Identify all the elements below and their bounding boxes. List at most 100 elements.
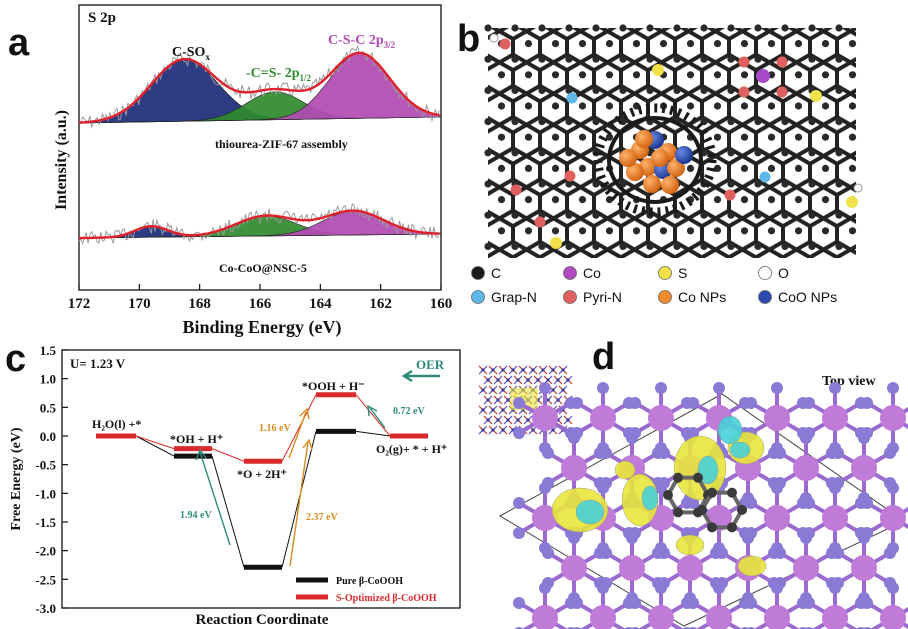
- o-site: [568, 432, 580, 444]
- carbon-atom: [578, 71, 587, 79]
- legend-label-sopt: S-Optimized β-CoOOH: [336, 593, 437, 604]
- c-atom: [663, 490, 673, 500]
- o-site: [539, 482, 551, 494]
- carbon-atom: [484, 24, 492, 32]
- co-site: [561, 455, 587, 481]
- peak-label-cs-double-text: -C=S- 2p: [246, 66, 300, 81]
- carbon-atom: [578, 196, 587, 204]
- carbon-atom: [538, 242, 546, 250]
- peak-label-csc-sub: 3/2: [384, 40, 396, 50]
- nanoparticle-cluster: [619, 130, 693, 194]
- carbon-atom: [821, 40, 830, 48]
- carbon-atom: [686, 164, 695, 172]
- co-site: [532, 505, 558, 531]
- legend-b: C Co S O Grap-N Pyri-N Co NPs CoO NPs: [471, 265, 837, 305]
- inset-atom: [501, 388, 505, 392]
- carbon-atom: [619, 24, 627, 32]
- inset-atom: [546, 398, 550, 402]
- carbon-atom: [740, 40, 749, 48]
- state-label: *O + 2H⁺: [237, 467, 287, 481]
- y-tick-label-c: 1.5: [40, 343, 57, 358]
- co-site: [648, 605, 674, 629]
- carbon-atom: [511, 149, 519, 157]
- carbon-atom: [767, 227, 776, 235]
- iso-surface-negative: [575, 499, 605, 525]
- iso-surface-positive: [675, 534, 705, 556]
- o-site: [774, 447, 787, 459]
- grap-n-atom: [759, 171, 771, 183]
- legend-label-b: S: [678, 265, 687, 281]
- carbon-atom: [754, 118, 762, 126]
- step-arrow: [288, 407, 310, 459]
- co-site: [880, 405, 906, 431]
- carbon-atom: [605, 71, 614, 79]
- o-site: [629, 397, 642, 409]
- x-axis-label-c: Reaction Coordinate: [196, 612, 329, 628]
- carbon-atom: [700, 211, 708, 219]
- co-site: [764, 405, 790, 431]
- peak-label-cso: C-SOx: [172, 45, 210, 62]
- co-np: [635, 130, 653, 148]
- inset-atom: [501, 428, 505, 432]
- carbon-atom: [700, 118, 708, 126]
- carbon-atom: [848, 40, 857, 48]
- y-tick-label-c: 1.0: [40, 372, 56, 387]
- carbon-atom: [754, 180, 762, 188]
- pyri-n-atom: [776, 56, 788, 68]
- carbon-atom: [605, 102, 614, 110]
- c-atom: [673, 507, 683, 518]
- carbon-atom: [781, 149, 789, 157]
- y-axis-label-a: Intensity (a.u.): [53, 110, 70, 210]
- carbon-atom: [578, 40, 587, 48]
- carbon-atom: [835, 118, 843, 126]
- carbon-atom: [727, 24, 735, 32]
- carbon-atom: [835, 86, 843, 94]
- carbon-atom: [713, 102, 722, 110]
- carbon-atom: [646, 55, 654, 63]
- o-site: [687, 597, 700, 609]
- x-tick-label-a: 168: [188, 296, 211, 312]
- carbon-atom: [565, 24, 573, 32]
- s-atom: [846, 196, 858, 208]
- o-site: [887, 382, 899, 394]
- o-site: [597, 582, 609, 594]
- inset-atom: [551, 428, 555, 432]
- carbon-atom: [794, 40, 803, 48]
- graphene-sheet: [488, 28, 856, 258]
- peak-label-csc: C-S-C 2p3/2: [328, 33, 396, 50]
- o-site: [513, 597, 526, 609]
- carbon-atom: [524, 196, 533, 204]
- raw-spectrum: [78, 44, 440, 129]
- carbon-atom: [619, 86, 627, 94]
- carbon-atom: [551, 71, 560, 79]
- iso-surface-negative: [729, 441, 751, 459]
- fit-envelope: [79, 209, 440, 240]
- inset-atom: [566, 378, 570, 382]
- x-tick-label-a: 162: [369, 296, 392, 312]
- carbon-atom: [686, 71, 695, 79]
- pyri-n-atom: [724, 189, 736, 201]
- carbon-atom: [551, 40, 560, 48]
- o-site: [658, 547, 671, 559]
- arrow-label: 1.94 eV: [180, 510, 212, 521]
- o-site: [513, 527, 526, 539]
- carbon-atom: [592, 86, 600, 94]
- o-site: [858, 532, 870, 544]
- state-label: *OOH + H⁻: [302, 379, 365, 393]
- inset-atom: [566, 418, 570, 422]
- carbon-atom: [592, 211, 600, 219]
- carbon-atom: [619, 242, 627, 250]
- o-site: [629, 597, 642, 609]
- carbon-atom: [781, 242, 789, 250]
- o-site: [539, 382, 551, 394]
- carbon-atom: [808, 118, 816, 126]
- carbon-atom: [835, 24, 843, 32]
- carbon-atom: [592, 55, 600, 63]
- inset-atom: [491, 428, 495, 432]
- carbon-atom: [727, 55, 735, 63]
- carbon-atom: [646, 86, 654, 94]
- inset-atom: [541, 368, 545, 372]
- carbon-atom: [632, 71, 641, 79]
- co-site: [851, 555, 877, 581]
